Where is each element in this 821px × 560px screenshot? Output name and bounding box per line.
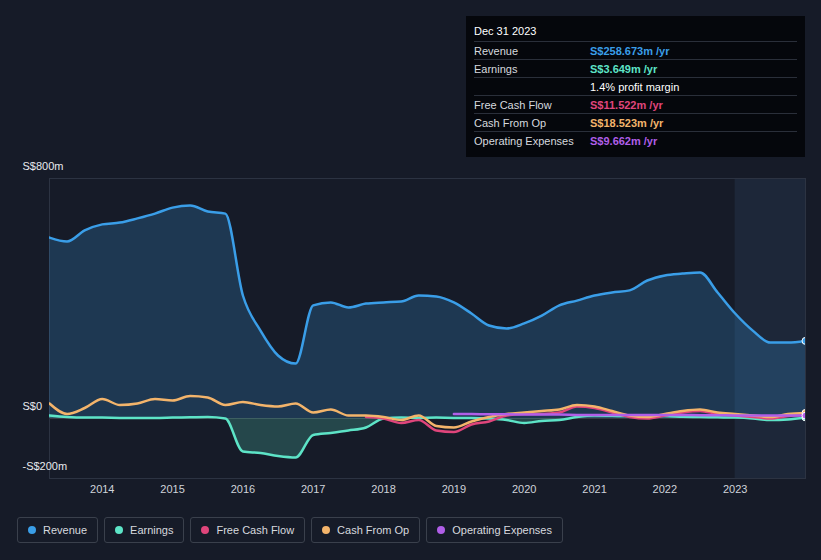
svg-text:2023: 2023	[723, 483, 747, 495]
svg-text:2019: 2019	[442, 483, 466, 495]
svg-text:2014: 2014	[90, 483, 114, 495]
svg-text:2018: 2018	[371, 483, 395, 495]
svg-text:-S$200m: -S$200m	[23, 460, 68, 472]
html-text:S$258.673m /yr: S$258.673m /yr	[590, 45, 670, 57]
html-text:Cash From Op: Cash From Op	[337, 524, 410, 536]
html-text:S$18.523m /yr: S$18.523m /yr	[590, 117, 664, 129]
svg-text:2015: 2015	[160, 483, 184, 495]
html-text:S$3.649m /yr: S$3.649m /yr	[590, 63, 658, 75]
html-text:Operating Expenses: Operating Expenses	[452, 524, 552, 536]
svg-text:2020: 2020	[512, 483, 536, 495]
html-text:Free Cash Flow: Free Cash Flow	[474, 99, 552, 111]
html-text:1.4% profit margin: 1.4% profit margin	[590, 81, 680, 93]
html-text:Dec 31 2023: Dec 31 2023	[474, 25, 537, 37]
svg-text:2017: 2017	[301, 483, 325, 495]
svg-text:2021: 2021	[582, 483, 606, 495]
svg-text:S$0: S$0	[23, 400, 43, 412]
html-text:S$9.662m /yr: S$9.662m /yr	[590, 135, 658, 147]
html-text:Operating Expenses: Operating Expenses	[474, 135, 574, 147]
html-text:Earnings: Earnings	[474, 63, 518, 75]
svg-text:S$800m: S$800m	[23, 160, 64, 172]
html-text:S$11.522m /yr: S$11.522m /yr	[590, 99, 663, 111]
svg-text:2022: 2022	[653, 483, 677, 495]
svg-text:2016: 2016	[231, 483, 255, 495]
html-text:Cash From Op: Cash From Op	[474, 117, 547, 129]
html-text:Revenue: Revenue	[43, 524, 87, 536]
html-text:Free Cash Flow: Free Cash Flow	[216, 524, 295, 536]
html-text:Earnings: Earnings	[130, 524, 174, 536]
html-text:Revenue: Revenue	[474, 45, 518, 57]
